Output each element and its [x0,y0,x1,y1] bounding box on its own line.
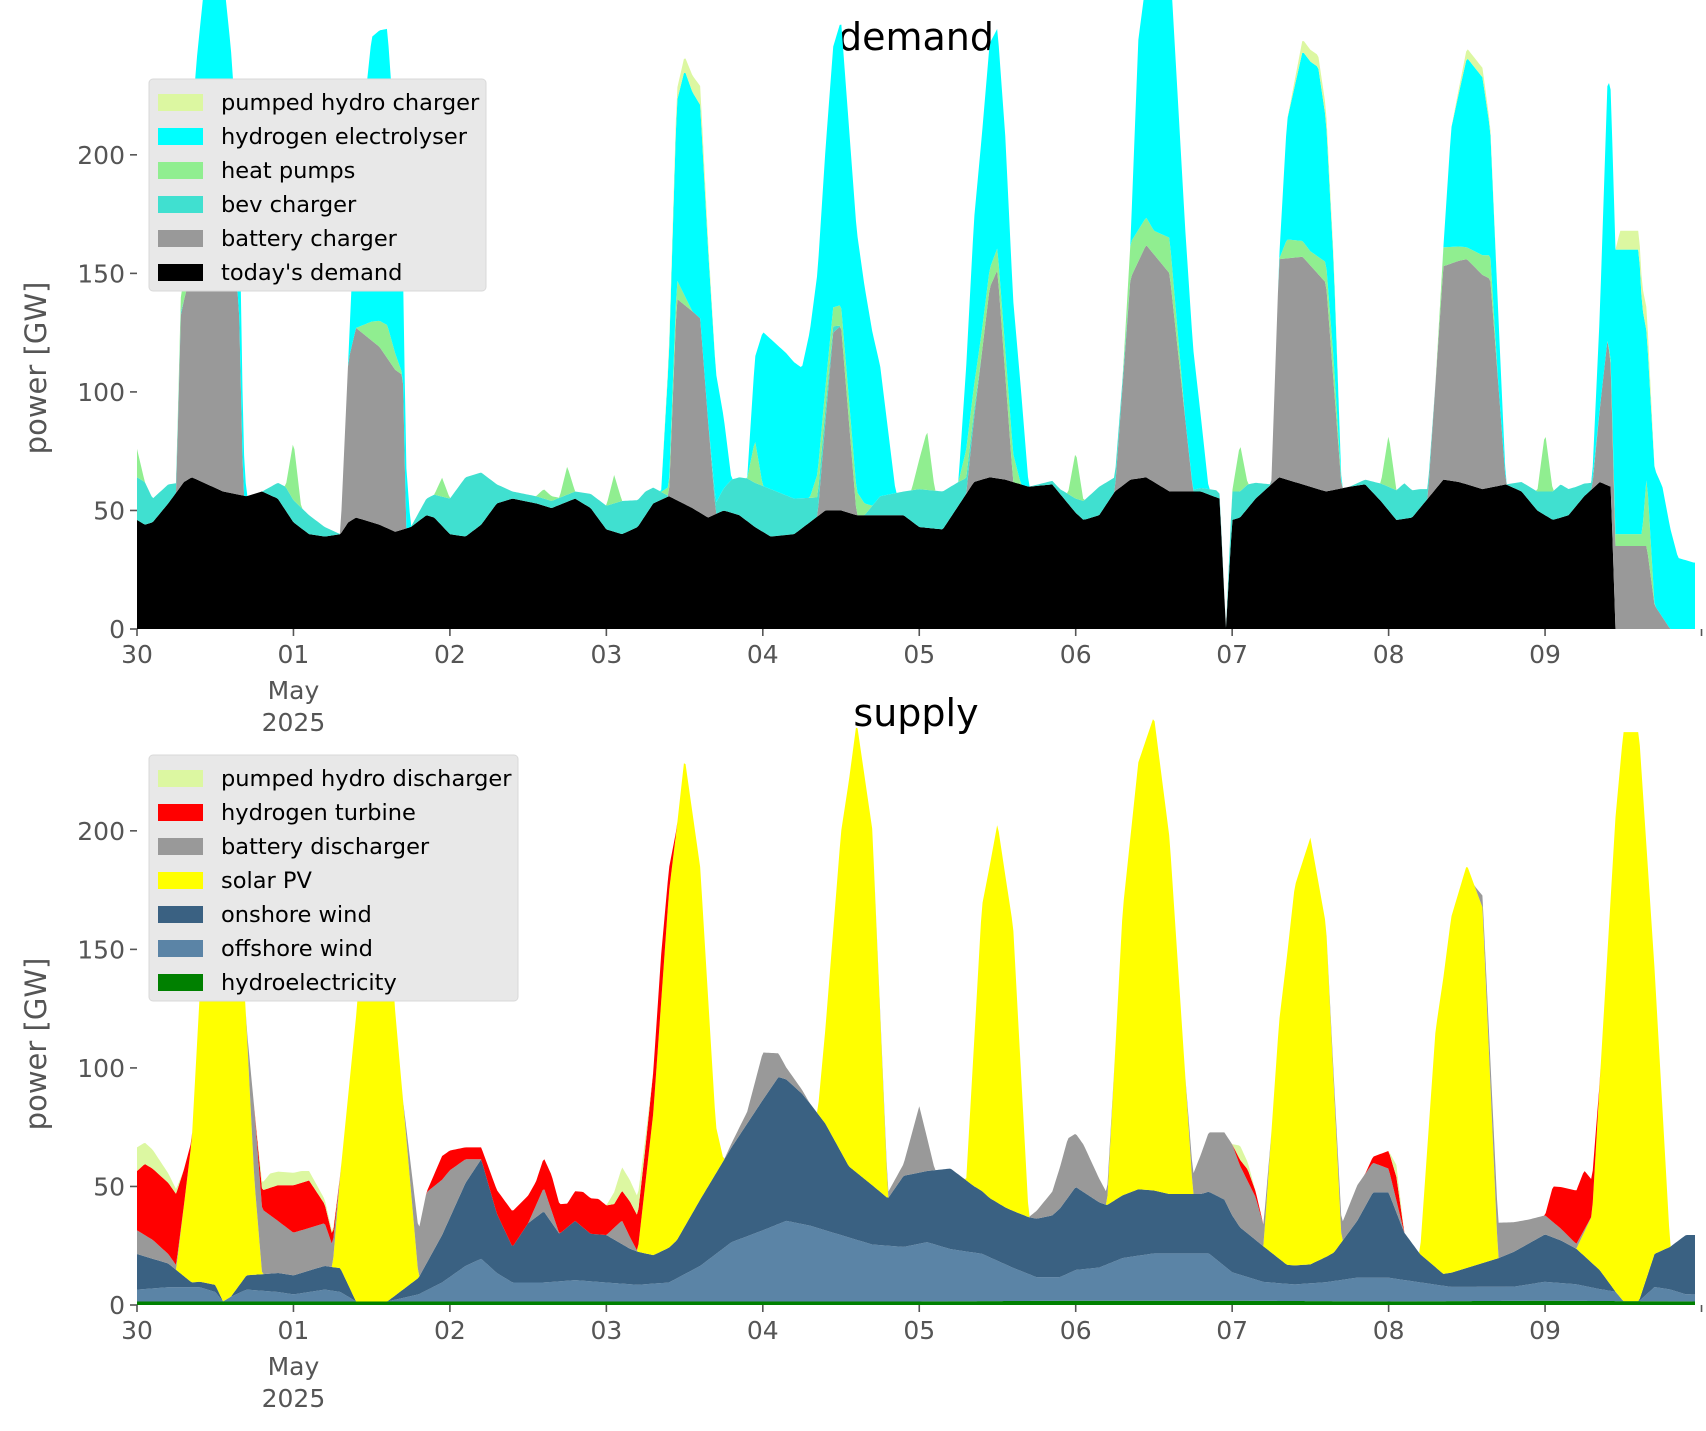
demand-y-tick-label: 50 [93,496,125,525]
supply-y-tick-label: 150 [77,935,125,964]
demand-x-tick-sublabel: May [268,676,320,705]
supply-y-tick-label: 50 [93,1172,125,1201]
supply-area-battery-discharger [137,719,1695,1277]
demand-y-tick-label: 100 [77,378,125,407]
supply-x-tick-sublabel: May [268,1352,320,1381]
demand-x-tick-label: 09 [1529,640,1561,669]
supply-x-tick-label: 02 [434,1316,466,1345]
supply-legend-label-hydroelectricity: hydroelectricity [221,970,397,996]
demand-y-tick-label: 200 [77,141,125,170]
supply-chart-title: supply [853,691,978,735]
demand-chart-title: demand [838,15,994,59]
demand-legend-label-today-s-demand: today's demand [221,260,402,286]
supply-x-tick-label: 07 [1216,1316,1248,1345]
supply-x-tick-label: 03 [590,1316,622,1345]
supply-y-tick-label: 100 [77,1054,125,1083]
demand-x-tick-label: 06 [1060,640,1092,669]
supply-legend-label-onshore-wind: onshore wind [221,902,372,928]
supply-y-axis-label: power [GW] [19,958,53,1131]
supply-legend: pumped hydro discharger hydrogen turbine b… [148,754,519,1002]
demand-legend-label-bev-charger: bev charger [221,192,357,218]
demand-legend-swatch-pumped-hydro-charger [158,94,203,111]
demand-area-battery-charger [137,245,1695,629]
demand-x-tick-label: 07 [1216,640,1248,669]
supply-legend-swatch-hydrogen-turbine [158,804,203,821]
demand-legend-label-heat-pumps: heat pumps [221,158,355,184]
supply-legend-box [148,754,519,1002]
supply-legend-label-offshore-wind: offshore wind [221,936,373,962]
demand-legend-swatch-bev-charger [158,196,203,213]
demand-legend-swatch-battery-charger [158,230,203,247]
demand-x-axis: 30 01 02 03 04 05 06 07 08 09 May 2025 [121,629,1703,737]
demand-area-hydrogen-electrolyser [137,0,1695,629]
supply-legend-label-battery-discharger: battery discharger [221,834,430,860]
demand-y-tick-label: 150 [77,259,125,288]
supply-x-tick-label: 08 [1373,1316,1405,1345]
supply-area-onshore-wind [137,1077,1695,1302]
supply-legend-swatch-battery-discharger [158,838,203,855]
supply-x-axis: 30 01 02 03 04 05 06 07 08 09 May 2025 [121,1305,1703,1413]
supply-legend-swatch-onshore-wind [158,906,203,923]
supply-legend-swatch-hydroelectricity [158,974,203,991]
demand-x-tick-label: 02 [434,640,466,669]
demand-legend-swatch-hydrogen-electrolyser [158,128,203,145]
supply-y-tick-label: 0 [109,1291,125,1320]
supply-legend-swatch-solar-pv [158,872,203,889]
demand-x-tick-label: 08 [1373,640,1405,669]
supply-x-tick-sublabel: 2025 [262,1384,326,1413]
demand-legend-swatch-today-s-demand [158,264,203,281]
supply-area-hydrogen-turbine [137,719,1695,1265]
demand-legend: pumped hydro charger hydrogen electrolyse… [148,78,487,292]
supply-area-offshore-wind [137,1220,1695,1302]
demand-y-axis-label: power [GW] [19,282,53,455]
supply-legend-swatch-offshore-wind [158,940,203,957]
demand-legend-label-battery-charger: battery charger [221,226,398,252]
supply-y-tick-label: 200 [77,817,125,846]
supply-legend-swatch-pumped-hydro-discharger [158,770,203,787]
demand-x-tick-label: 05 [903,640,935,669]
demand-stacked-areas [137,0,1695,629]
demand-x-tick-sublabel: 2025 [262,708,326,737]
demand-x-tick-label: 01 [278,640,310,669]
supply-x-tick-label: 04 [747,1316,779,1345]
demand-x-tick-label: 04 [747,640,779,669]
demand-y-tick-label: 0 [109,615,125,644]
supply-y-axis: 0 50 100 150 200 [77,817,137,1320]
demand-legend-label-hydrogen-electrolyser: hydrogen electrolyser [221,124,468,150]
demand-legend-swatch-heat-pumps [158,162,203,179]
demand-legend-box [148,78,487,292]
supply-legend-label-hydrogen-turbine: hydrogen turbine [221,800,416,826]
demand-x-tick-label: 30 [121,640,153,669]
supply-stacked-areas [137,719,1695,1305]
supply-area-hydroelectricity [137,1300,1695,1305]
supply-x-tick-label: 30 [121,1316,153,1345]
supply-area-solar-pv [137,719,1695,1302]
demand-y-axis: 0 50 100 150 200 [77,141,137,644]
supply-legend-label-pumped-hydro-discharger: pumped hydro discharger [221,766,512,792]
demand-legend-label-pumped-hydro-charger: pumped hydro charger [221,90,480,116]
supply-x-tick-label: 01 [278,1316,310,1345]
demand-x-tick-label: 03 [590,640,622,669]
supply-x-tick-label: 09 [1529,1316,1561,1345]
supply-x-tick-label: 06 [1060,1316,1092,1345]
supply-legend-label-solar-pv: solar PV [221,868,312,894]
supply-x-tick-label: 05 [903,1316,935,1345]
demand-area-today-s-demand [137,477,1695,629]
